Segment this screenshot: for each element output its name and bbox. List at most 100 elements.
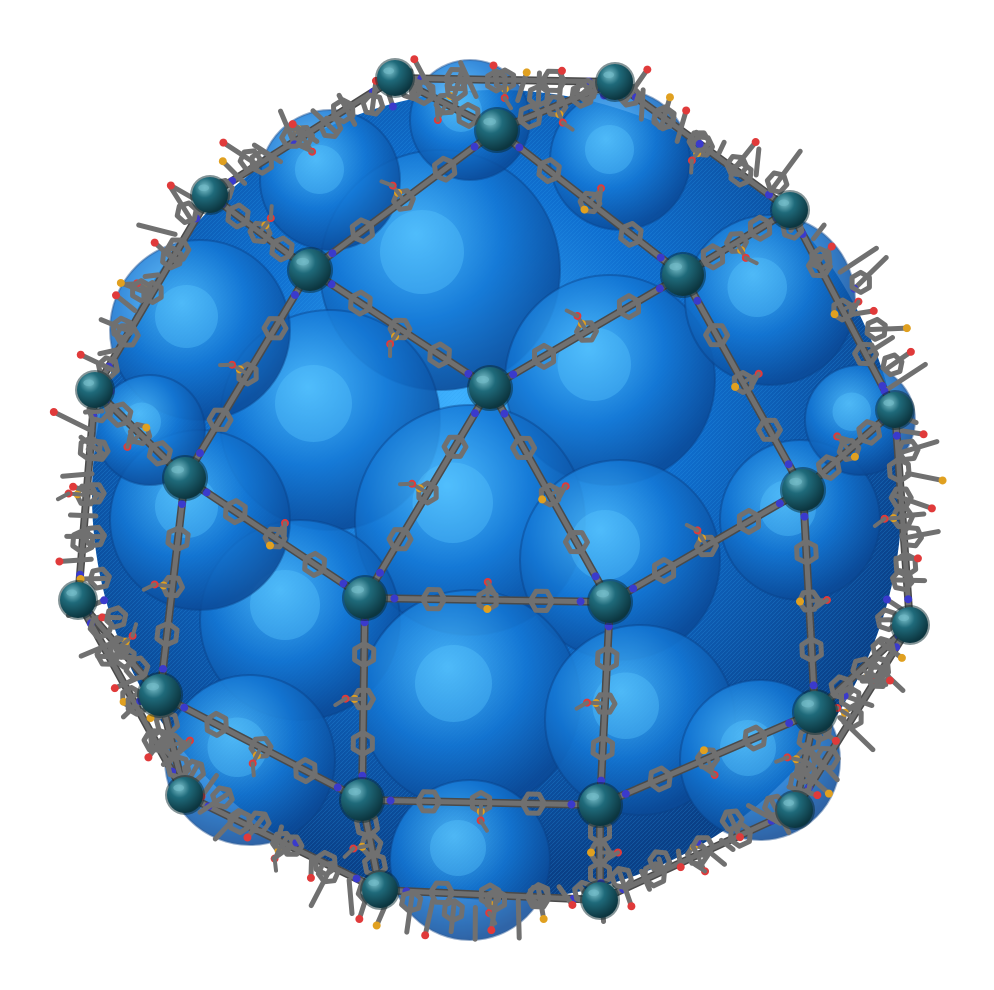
aromatic-ring	[764, 170, 790, 195]
nitrogen-atom	[202, 488, 211, 497]
methyl-bond	[55, 491, 71, 502]
aromatic-ring	[210, 785, 235, 810]
aromatic-ring	[237, 148, 263, 172]
metal-node-highlight	[83, 379, 95, 387]
lobe-highlight	[295, 145, 344, 194]
nitrogen-atom	[785, 719, 794, 728]
oxygen-atom	[144, 753, 153, 762]
aromatic-ring	[700, 243, 726, 271]
nitrogen-atom	[196, 449, 204, 458]
nitrogen-atom	[621, 789, 630, 798]
metal-node-highlight	[383, 67, 395, 75]
nitrogen-atom	[470, 142, 479, 151]
fringe-bond	[802, 742, 840, 783]
aromatic-ring	[867, 655, 891, 681]
fringe-bond	[877, 639, 905, 661]
metal-node	[77, 372, 113, 408]
nitrogen-atom	[178, 500, 186, 509]
fringe-bond	[220, 158, 248, 186]
aromatic-ring	[441, 898, 465, 924]
lobe-highlight	[275, 365, 352, 442]
fringe-bond	[112, 674, 142, 691]
aromatic-ring	[590, 734, 616, 762]
fringe-bond	[837, 715, 876, 753]
sulfur-atom	[522, 68, 531, 77]
lobe-highlight	[832, 392, 871, 431]
fringe-bond	[898, 511, 927, 519]
aromatic-ring	[279, 834, 305, 857]
aromatic-ring	[815, 454, 842, 481]
aromatic-ring	[594, 645, 620, 673]
aromatic-ring	[839, 685, 862, 711]
metal-node	[469, 367, 511, 409]
fringe-bond	[718, 837, 736, 853]
metal-node	[662, 254, 704, 296]
methyl-bond	[434, 106, 440, 123]
sulfur-atom	[218, 157, 227, 166]
sulfur-atom	[824, 789, 833, 798]
oxygen-atom	[49, 407, 58, 416]
fringe-bond	[515, 897, 522, 941]
aromatic-ring	[719, 808, 745, 832]
aromatic-ring	[82, 524, 107, 549]
metal-node	[344, 577, 386, 619]
oxygen-atom	[751, 138, 760, 147]
fringe-bond	[638, 868, 652, 892]
fringe-bond	[251, 142, 284, 165]
nitrogen-atom	[376, 568, 384, 577]
aromatic-ring	[246, 810, 272, 834]
aromatic-ring	[77, 435, 103, 463]
sulfur-atom	[119, 697, 128, 706]
oxygen-atom	[676, 863, 685, 872]
fringe-bond	[212, 808, 244, 842]
aromatic-ring	[85, 438, 111, 462]
metal-node	[777, 792, 813, 828]
methyl-bond	[835, 434, 851, 442]
methyl-bond	[689, 158, 694, 175]
lobe-highlight	[155, 285, 218, 348]
nitrogen-atom	[390, 594, 399, 603]
metal-node-highlight	[296, 257, 309, 266]
aromatic-ring	[686, 130, 712, 153]
aromatic-ring	[269, 235, 295, 263]
nitrogen-atom	[464, 369, 473, 378]
aromatic-ring	[206, 407, 234, 432]
metal-node	[377, 60, 413, 96]
aromatic-ring	[141, 728, 169, 753]
aromatic-ring	[352, 641, 377, 669]
fringe-bond	[716, 139, 727, 156]
nitrogen-atom	[591, 572, 600, 581]
metal-node-highlight	[146, 682, 159, 691]
fringe-bond	[867, 335, 896, 355]
aromatic-ring	[174, 200, 199, 225]
nitrogen-atom	[180, 703, 189, 712]
oxygen-atom	[55, 557, 64, 566]
aromatic-ring	[350, 729, 375, 757]
sulfur-atom	[850, 452, 859, 461]
aromatic-ring	[532, 342, 557, 370]
metal-node	[362, 872, 398, 908]
methyl-bond	[379, 179, 395, 188]
lobe-highlight	[585, 125, 634, 174]
aromatic-ring	[703, 323, 731, 348]
aromatic-ring	[441, 434, 469, 459]
aromatic-ring	[444, 76, 468, 102]
nitrogen-atom	[509, 370, 518, 379]
metal-node	[794, 691, 836, 733]
aromatic-ring	[562, 530, 590, 555]
oxygen-atom	[913, 554, 922, 563]
fringe-bond	[97, 347, 121, 357]
metal-node	[589, 581, 631, 623]
sulfur-atom	[580, 205, 589, 214]
lobe-highlight	[430, 820, 486, 876]
metal-node	[139, 674, 181, 716]
methyl-bond	[850, 299, 861, 315]
methyl-bond	[502, 95, 513, 111]
methyl-bond	[130, 622, 139, 638]
oxygen-atom	[288, 120, 297, 129]
nitrogen-atom	[883, 595, 892, 604]
metal-node-highlight	[348, 787, 361, 796]
sulfur-atom	[142, 423, 151, 432]
methyl-bond	[299, 144, 315, 154]
aromatic-ring	[148, 729, 172, 755]
